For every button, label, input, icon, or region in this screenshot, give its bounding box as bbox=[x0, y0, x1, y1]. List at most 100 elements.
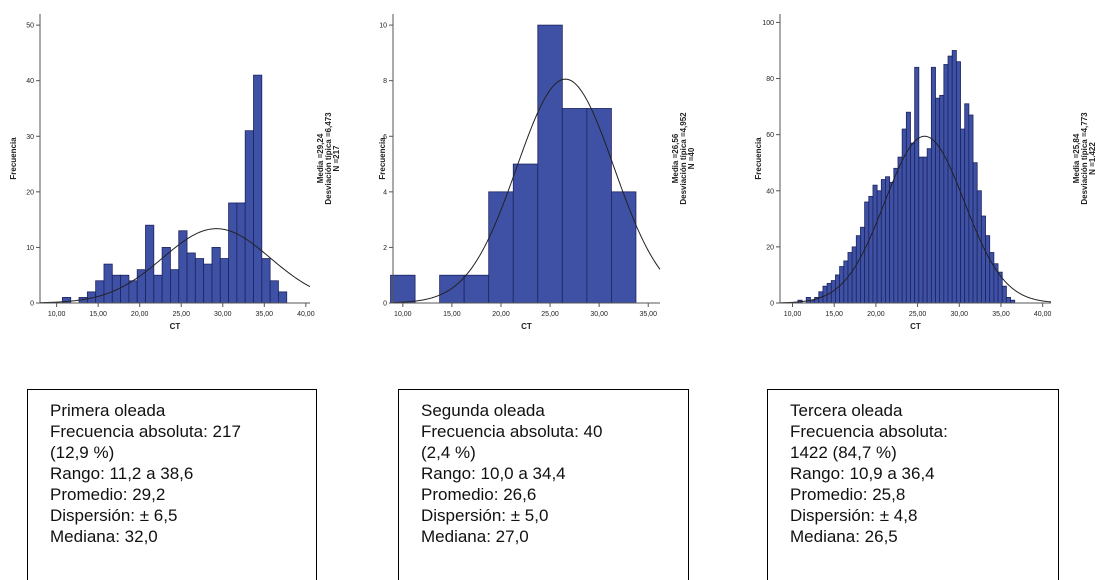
histogram-bar bbox=[103, 263, 113, 304]
bars bbox=[62, 74, 288, 304]
histogram-bar bbox=[876, 190, 882, 304]
x-tick-label: 15,00 bbox=[825, 311, 843, 318]
box-dispersion: Dispersión: ± 4,8 bbox=[790, 506, 918, 525]
histogram-bar bbox=[864, 201, 870, 304]
normal-curve bbox=[779, 135, 1052, 304]
box-mediana: Mediana: 27,0 bbox=[421, 527, 529, 546]
box-frecuencia: Frecuencia absoluta: 40 bbox=[421, 422, 603, 441]
stats-label: N =1.422 bbox=[1088, 142, 1097, 175]
histogram-bar bbox=[488, 191, 514, 304]
histogram-bar bbox=[851, 246, 857, 304]
y-tick-label: 0 bbox=[30, 301, 34, 308]
histogram-bar bbox=[463, 274, 490, 304]
y-tick-label: 4 bbox=[383, 189, 387, 196]
box-porcentaje: (2,4 %) bbox=[421, 443, 476, 462]
x-tick-label: 40,00 bbox=[297, 311, 315, 318]
chart-svg: 0 10 20 30 40 50 10,00 15,00 20,00 25,00 30,00 35,0… bbox=[9, 14, 341, 331]
x-tick-label: 10,00 bbox=[784, 311, 802, 318]
histogram-bar bbox=[918, 156, 924, 304]
histogram-bar bbox=[1005, 296, 1011, 304]
histogram-bar bbox=[976, 190, 982, 304]
histogram-bar bbox=[95, 280, 105, 304]
histogram-bar bbox=[847, 252, 853, 304]
histogram-bar bbox=[236, 202, 246, 304]
histogram-bar bbox=[930, 66, 936, 304]
x-tick-label: 15,00 bbox=[443, 311, 461, 318]
histogram-bar bbox=[947, 55, 953, 304]
y-axis-label: Frecuencia bbox=[378, 137, 387, 180]
histogram-bar bbox=[926, 148, 932, 304]
stats-label: N =40 bbox=[687, 147, 696, 169]
y-tick-label: 20 bbox=[26, 189, 34, 196]
histogram-bar bbox=[439, 274, 465, 304]
chart-svg: 0 2 4 6 8 10 10,00 15,00 20,00 25,00 30,00 35,00 CT F… bbox=[378, 14, 696, 331]
histogram-bar bbox=[211, 247, 221, 304]
y-tick-label: 10 bbox=[379, 23, 387, 30]
histogram-bar bbox=[145, 224, 155, 304]
histogram-bar bbox=[922, 156, 928, 304]
x-axis-label: CT bbox=[170, 322, 181, 331]
y-tick-label: 50 bbox=[26, 23, 34, 30]
histogram-bar bbox=[914, 66, 920, 304]
histogram-bar bbox=[905, 111, 911, 304]
bars bbox=[797, 50, 1016, 304]
histogram-bar bbox=[855, 235, 861, 304]
box-dispersion: Dispersión: ± 6,5 bbox=[50, 506, 178, 525]
histogram-bar bbox=[512, 163, 539, 304]
x-tick-label: 10,00 bbox=[48, 311, 66, 318]
box-frecuencia: Frecuencia absoluta: bbox=[790, 422, 948, 441]
histogram-bar bbox=[153, 274, 163, 304]
y-tick-label: 0 bbox=[383, 301, 387, 308]
histogram-bar bbox=[537, 24, 563, 304]
summary-box-tercera-oleada: Tercera oleada Frecuencia absoluta: 1422… bbox=[767, 389, 1059, 580]
y-tick-label: 30 bbox=[26, 134, 34, 141]
histogram-bar bbox=[111, 274, 121, 304]
histogram-bar bbox=[269, 280, 279, 304]
histogram-bar bbox=[253, 74, 263, 304]
histogram-tercera-oleada: 0 20 40 60 80 100 10,00 15,00 20,00 25,00 30,00 35,… bbox=[733, 0, 1099, 340]
histogram-bar bbox=[868, 195, 874, 304]
y-tick-label: 2 bbox=[383, 245, 387, 252]
x-tick-label: 10,00 bbox=[394, 311, 412, 318]
box-title: Primera oleada bbox=[50, 401, 166, 420]
histogram-bar bbox=[194, 258, 205, 304]
box-promedio: Promedio: 29,2 bbox=[50, 485, 166, 504]
x-tick-label: 25,00 bbox=[541, 311, 559, 318]
x-tick-label: 35,00 bbox=[992, 311, 1010, 318]
y-tick-label: 60 bbox=[766, 132, 774, 139]
box-rango: Rango: 11,2 a 38,6 bbox=[50, 464, 194, 483]
box-title: Tercera oleada bbox=[790, 401, 903, 420]
y-tick-label: 100 bbox=[762, 20, 774, 27]
box-porcentaje: 1422 (84,7 %) bbox=[790, 443, 897, 462]
histogram-bar bbox=[893, 167, 899, 304]
y-tick-label: 20 bbox=[766, 244, 774, 251]
x-tick-label: 40,00 bbox=[1034, 311, 1052, 318]
summary-box-segunda-oleada: Segunda oleada Frecuencia absoluta: 40 (… bbox=[398, 389, 689, 580]
stats-label: Media =29,24 bbox=[316, 133, 325, 183]
histogram-bar bbox=[244, 130, 254, 304]
histogram-bar bbox=[390, 274, 416, 304]
x-tick-label: 35,00 bbox=[639, 311, 657, 318]
box-porcentaje: (12,9 %) bbox=[50, 443, 115, 462]
normal-curve bbox=[392, 78, 661, 304]
x-tick-label: 20,00 bbox=[867, 311, 885, 318]
x-axis-label: CT bbox=[910, 322, 921, 331]
y-tick-label: 10 bbox=[26, 245, 34, 252]
stats-label: Desviación típica =6,473 bbox=[324, 112, 333, 205]
normal-curve bbox=[39, 228, 311, 304]
histogram-bar bbox=[980, 215, 986, 304]
x-axis-label: CT bbox=[521, 322, 532, 331]
histogram-bar bbox=[960, 128, 966, 304]
x-tick-label: 20,00 bbox=[131, 311, 149, 318]
histogram-bar bbox=[611, 191, 637, 304]
x-tick-label: 30,00 bbox=[590, 311, 608, 318]
stats-label: Desviación típica =4,952 bbox=[679, 112, 688, 205]
x-tick-label: 25,00 bbox=[172, 311, 190, 318]
y-tick-label: 6 bbox=[383, 134, 387, 141]
chart-svg: 0 20 40 60 80 100 10,00 15,00 20,00 25,00 30,00 35,… bbox=[754, 14, 1097, 331]
box-rango: Rango: 10,0 a 34,4 bbox=[421, 464, 566, 483]
x-tick-label: 20,00 bbox=[492, 311, 510, 318]
histogram-bar bbox=[985, 235, 991, 304]
box-rango: Rango: 10,9 a 36,4 bbox=[790, 464, 935, 483]
histogram-bar bbox=[872, 184, 878, 304]
